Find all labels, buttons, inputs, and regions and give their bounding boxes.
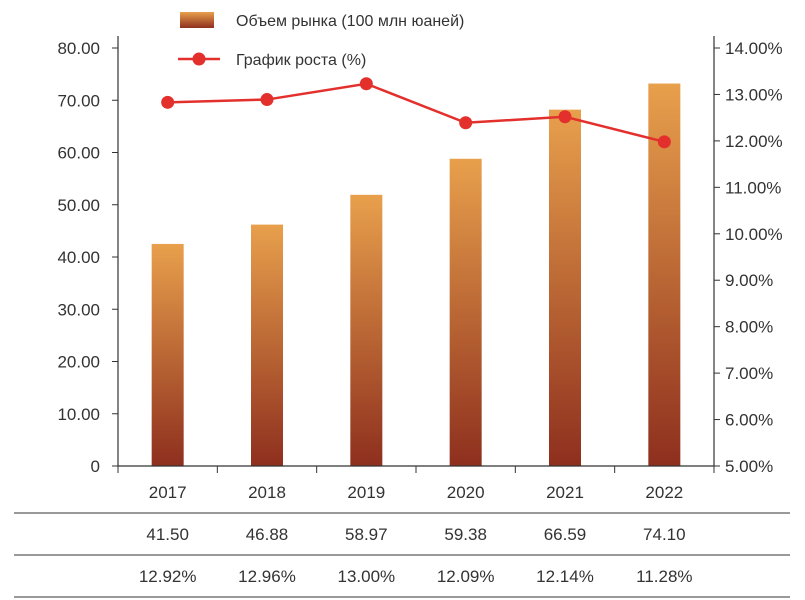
axes-group: 0 10.00 20.00 30.00 40.00 50.00 60.00 70.00 80.0… xyxy=(57,36,783,502)
x-tick-label: 2020 xyxy=(447,483,485,502)
right-tick-label: 14.00% xyxy=(725,39,783,58)
growth-line xyxy=(167,82,665,144)
table-cell-growth: 12.14% xyxy=(536,567,594,586)
table-cell-growth: 12.09% xyxy=(437,567,495,586)
legend: Объем рынка (100 млн юаней) График роста … xyxy=(178,12,464,69)
x-tick-label: 2022 xyxy=(645,483,683,502)
left-tick-label: 50.00 xyxy=(57,196,100,215)
table-cell-volume: 74.10 xyxy=(643,525,686,544)
x-tick-label: 2021 xyxy=(546,483,584,502)
left-tick-label: 20.00 xyxy=(57,353,100,372)
data-table: 41.50 46.88 58.97 59.38 66.59 74.10 12.92% 12.9… xyxy=(14,512,790,598)
table-cell-volume: 41.50 xyxy=(146,525,189,544)
growth-point-2021 xyxy=(558,110,572,124)
growth-point-2020 xyxy=(459,116,473,130)
growth-point-2019 xyxy=(359,77,373,91)
growth-line-group xyxy=(161,77,671,149)
table-cell-growth: 12.92% xyxy=(139,567,197,586)
left-tick-label: 30.00 xyxy=(57,300,100,319)
bar-2018 xyxy=(251,224,283,466)
left-tick-label: 60.00 xyxy=(57,144,100,163)
table-cell-volume: 58.97 xyxy=(345,525,388,544)
right-tick-label: 6.00% xyxy=(725,411,773,430)
x-tick-label: 2018 xyxy=(248,483,286,502)
x-tick-label: 2017 xyxy=(149,483,187,502)
bar-2017 xyxy=(151,243,184,466)
table-cell-volume: 59.38 xyxy=(444,525,487,544)
table-cell-growth: 11.28% xyxy=(636,567,692,586)
growth-point-2018 xyxy=(260,93,274,107)
right-tick-label: 11.00% xyxy=(725,178,781,197)
table-cell-volume: 66.59 xyxy=(544,525,587,544)
legend-line-label: График роста (%) xyxy=(236,52,366,69)
bars-group xyxy=(151,83,681,466)
bar-2019 xyxy=(350,194,383,466)
left-tick-label: 10.00 xyxy=(57,405,100,424)
right-tick-label: 10.00% xyxy=(725,225,783,244)
table-cell-volume: 46.88 xyxy=(246,525,289,544)
left-tick-label: 40.00 xyxy=(57,248,100,267)
right-tick-label: 12.00% xyxy=(725,132,783,151)
table-cell-growth: 13.00% xyxy=(337,567,395,586)
bar-2021 xyxy=(549,109,581,466)
right-tick-label: 7.00% xyxy=(725,364,773,383)
growth-point-2022 xyxy=(657,135,671,149)
left-tick-label: 80.00 xyxy=(57,39,100,58)
legend-bar-label: Объем рынка (100 млн юаней) xyxy=(236,13,464,30)
legend-line-marker xyxy=(192,52,206,66)
left-tick-label: 0 xyxy=(91,457,100,476)
right-tick-label: 8.00% xyxy=(725,318,773,337)
right-tick-label: 13.00% xyxy=(725,85,783,104)
legend-bar-swatch xyxy=(180,12,214,28)
right-tick-label: 5.00% xyxy=(725,457,773,476)
table-cell-growth: 12.96% xyxy=(238,567,296,586)
growth-point-2017 xyxy=(161,95,175,109)
x-tick-label: 2019 xyxy=(347,483,385,502)
left-tick-label: 70.00 xyxy=(57,91,100,110)
right-tick-label: 9.00% xyxy=(725,271,773,290)
bar-2020 xyxy=(449,158,482,466)
